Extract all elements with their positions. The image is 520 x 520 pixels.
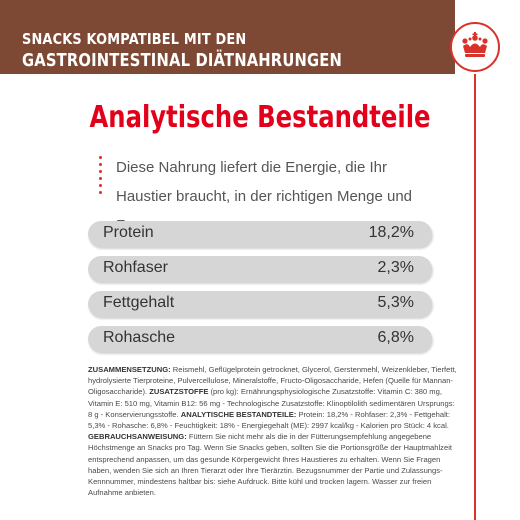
nutrient-table: Protein 18,2% Rohfaser 2,3% Fettgehalt 5… xyxy=(88,221,432,361)
header-banner: SNACKS KOMPATIBEL MIT DEN GASTROINTESTIN… xyxy=(0,0,455,74)
nutrient-row-protein: Protein 18,2% xyxy=(88,221,432,247)
nutrient-label: Rohasche xyxy=(103,329,176,346)
nutrient-label: Rohfaser xyxy=(103,259,168,276)
analysis-heading: ANALYTISCHE BESTANDTEILE: xyxy=(180,409,297,419)
nutrient-row-rohasche: Rohasche 6,8% xyxy=(88,326,432,352)
nutrient-label: Protein xyxy=(103,224,154,241)
royal-crown-logo-icon xyxy=(448,20,502,74)
nutrient-value: 5,3% xyxy=(377,294,414,311)
nutrient-value: 18,2% xyxy=(368,224,414,241)
usage-text: Füttern Sie nicht mehr als die in der Fü… xyxy=(88,432,453,498)
additives-text: (pro kg): Ernährungsphysiologische Zusat… xyxy=(88,387,455,419)
nutrient-row-fettgehalt: Fettgehalt 5,3% xyxy=(88,291,432,317)
nutrient-label: Fettgehalt xyxy=(103,294,175,311)
nutrient-value: 6,8% xyxy=(377,329,414,346)
page-title: Analytische Bestandteile xyxy=(89,100,431,135)
banner-line-1: SNACKS KOMPATIBEL MIT DEN xyxy=(22,30,247,48)
fine-print: ZUSAMMENSETZUNG: Reismehl, Geflügelprote… xyxy=(88,364,458,498)
composition-text: Reismehl, Geflügelprotein getrocknet, Gl… xyxy=(88,365,457,397)
nutrient-row-rohfaser: Rohfaser 2,3% xyxy=(88,256,432,282)
nutrient-value: 2,3% xyxy=(377,259,414,276)
banner-line-2: GASTROINTESTINAL DIÄTNAHRUNGEN xyxy=(22,50,343,71)
analysis-text: Protein: 18,2% - Rohfaser: 2,3% - Fettge… xyxy=(88,409,450,431)
accent-divider-line xyxy=(474,74,476,520)
composition-heading: ZUSAMMENSETZUNG: xyxy=(88,365,171,374)
dotted-accent-icon xyxy=(99,156,103,204)
additives-heading: ZUSATZSTOFFE xyxy=(149,387,209,397)
usage-heading: GEBRAUCHSANWEISUNG: xyxy=(88,432,187,442)
